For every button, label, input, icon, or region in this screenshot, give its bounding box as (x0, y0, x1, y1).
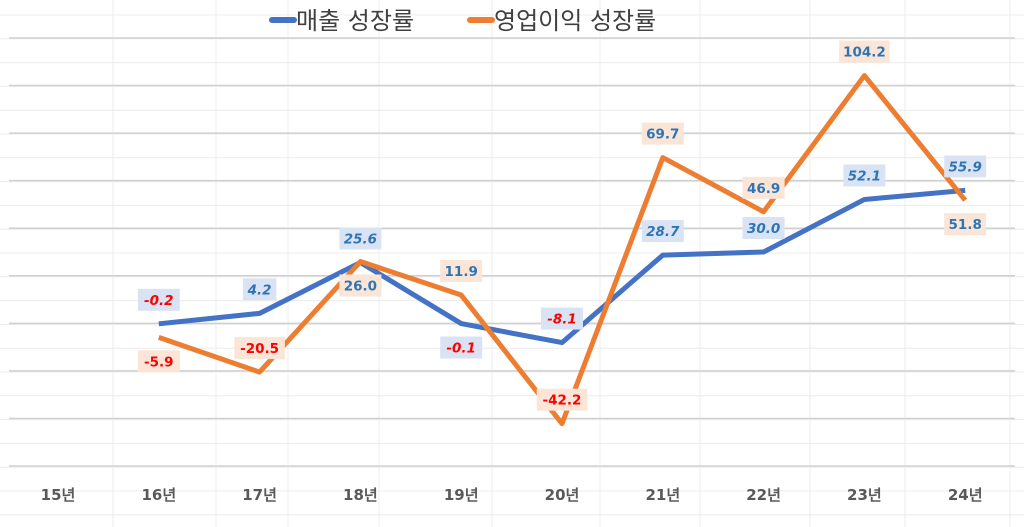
data-label-text: 11.9 (445, 264, 478, 280)
data-label: 104.2 (839, 40, 890, 63)
x-tick-label: 21년 (645, 486, 680, 504)
data-label-text: 46.9 (747, 181, 780, 197)
data-label-background (242, 278, 277, 301)
data-label-background (440, 336, 483, 359)
data-label: -42.2 (536, 388, 588, 411)
data-label-text: 104.2 (843, 45, 886, 61)
data-label: 46.9 (742, 176, 785, 199)
series-lines (157, 73, 968, 427)
data-label-background (641, 220, 684, 243)
x-tick-label: 15년 (41, 486, 76, 504)
data-label-background (944, 155, 987, 178)
data-label: -0.1 (440, 336, 483, 359)
data-label-text: 25.6 (344, 231, 377, 247)
data-label: -0.2 (137, 288, 180, 311)
data-label: -20.5 (234, 337, 285, 360)
data-label-background (339, 227, 382, 250)
data-label: -8.1 (541, 307, 583, 330)
data-label-background (742, 217, 785, 239)
data-label-background (137, 350, 180, 373)
data-label-background (843, 164, 886, 187)
data-label-text: 4.2 (247, 282, 272, 298)
data-label-text: -42.2 (543, 393, 582, 409)
data-label-text: 69.7 (646, 127, 679, 143)
data-label-background (536, 388, 588, 411)
x-tick-label: 20년 (545, 486, 580, 504)
data-label-background (742, 176, 785, 199)
legend-label-operating-profit: 영업이익 성장률 (494, 7, 656, 35)
data-label-background (234, 337, 285, 360)
data-label-text: -0.2 (144, 293, 174, 309)
data-label: 55.9 (944, 155, 987, 178)
data-label: -5.9 (137, 350, 180, 373)
x-tick-label: 16년 (141, 486, 176, 504)
data-label-text: -8.1 (547, 312, 577, 328)
data-label: 51.8 (944, 213, 987, 236)
data-label-text: -5.9 (144, 354, 174, 370)
data-label-text: 26.0 (344, 279, 377, 295)
x-tick-label: 18년 (343, 486, 378, 504)
gridlines (9, 37, 1015, 467)
series-line-0 (158, 187, 966, 346)
data-label-background (440, 260, 483, 283)
series-line-1 (157, 73, 968, 427)
x-tick-label: 17년 (242, 486, 277, 504)
data-label-background (339, 274, 382, 297)
data-label-text: 52.1 (848, 168, 881, 184)
legend-label-sales: 매출 성장률 (296, 7, 414, 35)
data-label: 25.6 (339, 227, 382, 250)
data-label: 26.0 (339, 274, 382, 297)
data-label-background (641, 122, 684, 145)
x-tick-label: 23년 (847, 486, 882, 504)
data-label-text: 28.7 (646, 224, 680, 240)
data-label-background (839, 40, 890, 63)
data-label-text: -0.1 (446, 341, 476, 357)
data-label: 28.7 (641, 220, 684, 243)
data-label: 52.1 (843, 164, 886, 187)
data-label: 69.7 (641, 122, 684, 145)
data-label: 11.9 (440, 260, 483, 283)
data-label-background (137, 288, 180, 311)
data-label-text: 51.8 (949, 217, 982, 233)
data-label-text: 30.0 (747, 221, 780, 237)
legend: 매출 성장률 영업이익 성장률 (269, 7, 656, 35)
x-axis-ticks: 15년 16년 17년 18년 19년 20년 21년 22년 23년 24년 (41, 486, 983, 504)
data-label-text: 55.9 (949, 159, 982, 175)
x-tick-label: 19년 (444, 486, 479, 504)
data-label: 30.0 (742, 217, 785, 239)
data-labels: -0.2 4.2 25.6 -0.1 -8.1 28.7 30.0 52.1 55.9 -5.9 -… (137, 40, 987, 411)
x-tick-label: 22년 (746, 486, 781, 504)
data-label-text: -20.5 (240, 341, 279, 357)
x-tick-label: 24년 (948, 486, 983, 504)
data-label-background (944, 213, 987, 236)
data-label: 4.2 (242, 278, 277, 301)
data-label-background (541, 307, 583, 330)
